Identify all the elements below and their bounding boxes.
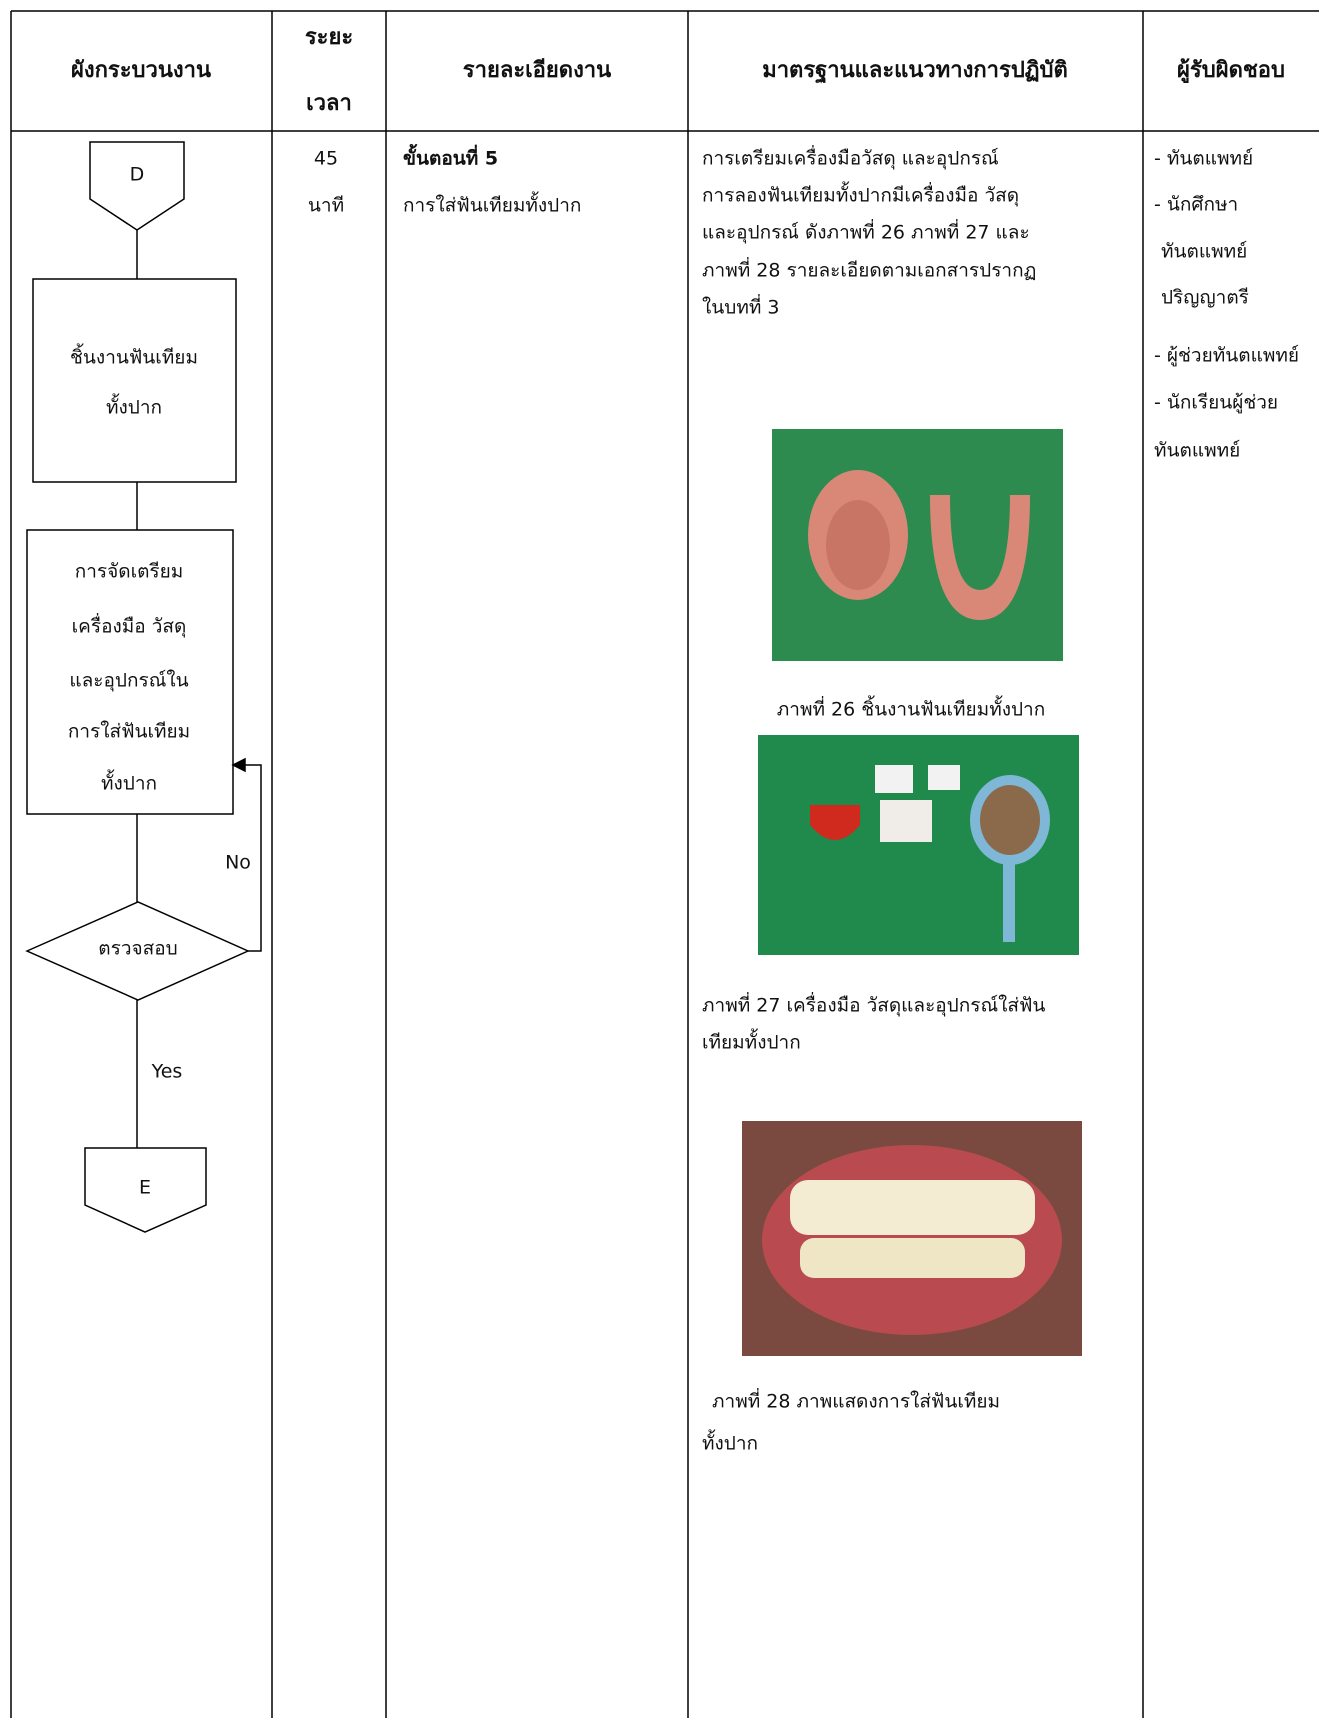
photo-28 [742, 1121, 1082, 1356]
responsible-text: - นักศึกษา [1154, 193, 1239, 216]
process-text: และอุปกรณ์ใน [69, 669, 189, 692]
offpage-connector [84, 1147, 207, 1233]
image-caption: ภาพที่ 26 ชิ้นงานฟันเทียมทั้งปาก [776, 698, 1046, 721]
process-text: เครื่องมือ วัสดุ [71, 615, 187, 638]
responsible-text: - ผู้ช่วยทันตแพทย์ [1154, 344, 1300, 367]
process-text: ทั้งปาก [100, 772, 158, 795]
process-text: ชิ้นงานฟันเทียม [70, 346, 198, 369]
standard-text: การเตรียมเครื่องมือวัสดุ และอุปกรณ์ [702, 147, 999, 170]
process-box [26, 529, 234, 815]
header-cell: รายละเอียดงาน [462, 58, 612, 83]
image-caption: ภาพที่ 27 เครื่องมือ วัสดุและอุปกรณ์ใส่ฟ… [702, 994, 1046, 1017]
process-text: การใส่ฟันเทียม [67, 720, 191, 743]
image-caption: ภาพที่ 28 ภาพแสดงการใส่ฟันเทียม [712, 1390, 1001, 1413]
header-cell: ระยะ [304, 25, 354, 50]
connector-label: E [138, 1176, 152, 1199]
standard-text: ภาพที่ 28 รายละเอียดตามเอกสารปรากฏ [702, 259, 1037, 282]
responsible-text: - ทันตแพทย์ [1154, 147, 1254, 170]
arrow-head [231, 757, 246, 773]
header-cell: ผังกระบวนงาน [70, 58, 212, 83]
connector-label: D [129, 163, 145, 186]
process-text: ทั้งปาก [105, 396, 163, 419]
branch-label: Yes [151, 1060, 183, 1083]
loop-line [240, 764, 262, 952]
responsible-text: ปริญญาตรี [1161, 286, 1249, 309]
decision-text: ตรวจสอบ [98, 937, 178, 960]
standard-text: และอุปกรณ์ ดังภาพที่ 26 ภาพที่ 27 และ [702, 221, 1030, 244]
header-cell: มาตรฐานและแนวทางการปฏิบัติ [762, 58, 1068, 83]
standard-text: ในบทที่ 3 [702, 296, 780, 319]
duration-text: นาที [307, 194, 345, 217]
step-text: การใส่ฟันเทียมทั้งปาก [403, 194, 582, 217]
image-caption: ทั้งปาก [702, 1432, 759, 1455]
responsible-text: ทันตแพทย์ [1161, 240, 1248, 263]
image-caption: เทียมทั้งปาก [702, 1031, 801, 1054]
photo-27 [758, 735, 1079, 955]
duration-text: 45 [313, 147, 339, 170]
header-cell: ผู้รับผิดชอบ [1177, 58, 1285, 83]
step-title: ขั้นตอนที่ 5 [403, 147, 499, 170]
process-box [32, 278, 237, 483]
standard-text: การลองฟันเทียมทั้งปากมีเครื่องมือ วัสดุ [702, 184, 1020, 207]
branch-label: No [225, 851, 251, 874]
offpage-connector [89, 141, 185, 231]
responsible-text: - นักเรียนผู้ช่วย [1154, 391, 1279, 414]
photo-26 [772, 429, 1063, 661]
process-text: การจัดเตรียม [74, 560, 184, 583]
responsible-text: ทันตแพทย์ [1154, 439, 1241, 462]
header-cell: เวลา [306, 91, 352, 116]
